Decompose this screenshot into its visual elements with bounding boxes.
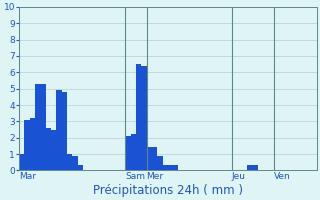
Bar (247, 165, 253, 170)
Bar (157, 156, 163, 170)
Bar (125, 136, 131, 170)
Bar (131, 134, 136, 170)
Bar (77, 165, 83, 170)
Bar (51, 130, 56, 170)
Bar (62, 92, 67, 170)
Bar (168, 165, 173, 170)
Bar (136, 64, 141, 170)
Bar (152, 147, 157, 170)
Bar (253, 165, 258, 170)
Bar (147, 147, 152, 170)
Bar (173, 165, 179, 170)
Bar (19, 154, 24, 170)
Bar (56, 90, 62, 170)
Bar (35, 84, 40, 170)
Bar (24, 120, 30, 170)
Bar (30, 118, 35, 170)
Bar (46, 128, 51, 170)
Bar (72, 156, 77, 170)
Bar (67, 154, 72, 170)
X-axis label: Précipitations 24h ( mm ): Précipitations 24h ( mm ) (93, 184, 243, 197)
Bar (163, 165, 168, 170)
Bar (40, 84, 46, 170)
Bar (141, 66, 147, 170)
